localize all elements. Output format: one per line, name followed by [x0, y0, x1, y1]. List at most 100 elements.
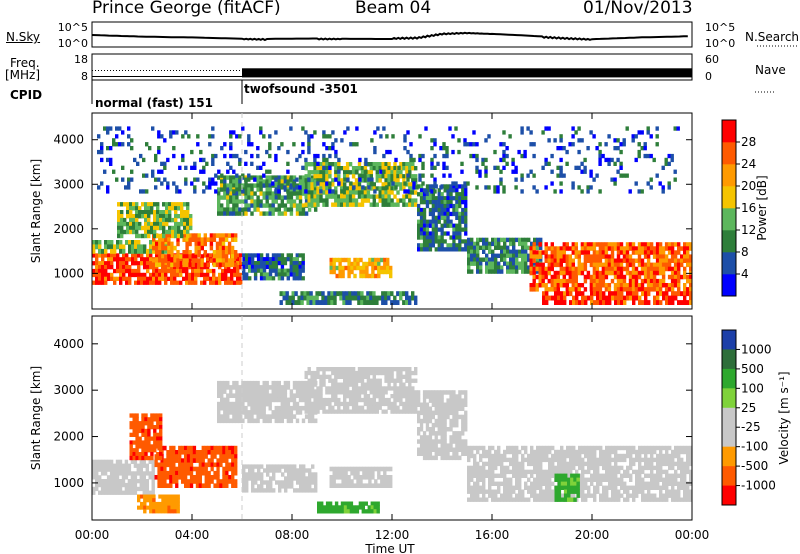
- velocity-cell: [274, 397, 278, 403]
- velocity-cell: [440, 398, 444, 403]
- power-cell: [550, 258, 554, 263]
- velocity-cell: [378, 386, 382, 391]
- power-cell: [95, 240, 99, 245]
- power-cell: [183, 214, 187, 219]
- power-cell: [265, 169, 269, 174]
- power-cell: [376, 126, 380, 131]
- power-cell: [482, 257, 486, 262]
- power-cell: [431, 231, 435, 236]
- velocity-cell: [170, 509, 174, 514]
- power-cell: [482, 245, 486, 250]
- power-cell: [134, 248, 138, 254]
- power-cell: [341, 265, 345, 271]
- power-cell: [232, 207, 236, 212]
- power-cell: [301, 165, 305, 170]
- power-cell: [425, 196, 430, 201]
- power-cell: [265, 203, 269, 208]
- power-cell: [294, 300, 298, 305]
- velocity-cell: [293, 476, 297, 481]
- power-cell: [286, 169, 290, 174]
- power-cell: [428, 231, 433, 236]
- power-cell: [399, 186, 403, 191]
- power-cell: [464, 184, 468, 189]
- power-cell: [446, 200, 450, 205]
- power-cell: [402, 166, 406, 171]
- power-cell: [467, 253, 471, 258]
- velocity-cell: [316, 367, 320, 372]
- power-cell: [106, 189, 110, 194]
- velocity-cell: [207, 479, 211, 484]
- power-cell: [414, 174, 418, 179]
- velocity-cell: [428, 455, 433, 461]
- velocity-cell: [241, 380, 245, 386]
- velocity-cell: [464, 418, 468, 424]
- power-cell: [529, 266, 533, 272]
- power-cell: [143, 265, 147, 270]
- power-cell: [649, 250, 654, 255]
- power-cell: [670, 254, 675, 259]
- velocity-cell: [153, 432, 157, 437]
- power-cell: [661, 270, 666, 276]
- power-cell: [617, 291, 621, 297]
- velocity-cell: [259, 401, 263, 407]
- power-cell: [221, 262, 226, 268]
- velocity-cell: [216, 483, 220, 488]
- power-cell: [239, 272, 243, 278]
- velocity-cell: [169, 479, 173, 484]
- velocity-cell: [244, 389, 248, 394]
- power-cell: [220, 187, 224, 192]
- velocity-cell: [112, 471, 117, 476]
- velocity-cell: [181, 479, 185, 484]
- power-cell: [223, 195, 227, 200]
- velocity-cell: [100, 467, 105, 472]
- power-cell: [470, 257, 474, 262]
- power-cell: [238, 183, 242, 188]
- velocity-cell: [334, 390, 338, 395]
- power-cell: [583, 262, 588, 268]
- power-cell: [244, 161, 248, 166]
- power-cell: [277, 146, 281, 151]
- power-cell: [310, 190, 314, 195]
- velocity-cell: [175, 454, 179, 459]
- power-cell: [652, 287, 657, 292]
- power-cell: [511, 169, 515, 174]
- velocity-cell: [301, 405, 306, 411]
- velocity-cell: [245, 472, 249, 477]
- power-cell: [221, 258, 226, 263]
- power-cell: [250, 191, 254, 196]
- power-cell: [411, 295, 415, 301]
- velocity-cell: [250, 385, 254, 390]
- velocity-cell: [449, 394, 453, 399]
- power-cell: [236, 265, 240, 270]
- power-cell: [509, 269, 513, 274]
- velocity-cell: [383, 479, 387, 484]
- power-cell: [683, 258, 687, 263]
- power-cell: [365, 261, 369, 267]
- power-cell: [506, 249, 510, 254]
- velocity-cell: [356, 483, 360, 488]
- power-cell: [530, 241, 534, 247]
- power-cell: [512, 257, 516, 262]
- power-cell: [143, 248, 147, 254]
- velocity-cell: [278, 484, 282, 489]
- power-cell: [115, 142, 119, 147]
- freq-unit-label: [MHz]: [5, 68, 41, 82]
- power-cell: [377, 257, 381, 263]
- velocity-cell: [428, 439, 433, 444]
- power-cell: [328, 181, 332, 186]
- power-cell: [658, 254, 663, 259]
- power-cell: [135, 217, 139, 223]
- velocity-cell: [284, 476, 288, 481]
- power-cell: [683, 274, 687, 280]
- power-cell: [325, 198, 329, 203]
- velocity-cell: [146, 498, 150, 503]
- velocity-cell: [307, 386, 311, 391]
- power-cell: [505, 146, 509, 151]
- power-cell: [165, 217, 169, 223]
- velocity-cell: [360, 409, 365, 414]
- power-cell: [185, 237, 189, 242]
- power-cell: [182, 233, 186, 238]
- velocity-cell: [142, 479, 146, 484]
- power-cell: [686, 258, 690, 263]
- power-cell: [386, 257, 390, 263]
